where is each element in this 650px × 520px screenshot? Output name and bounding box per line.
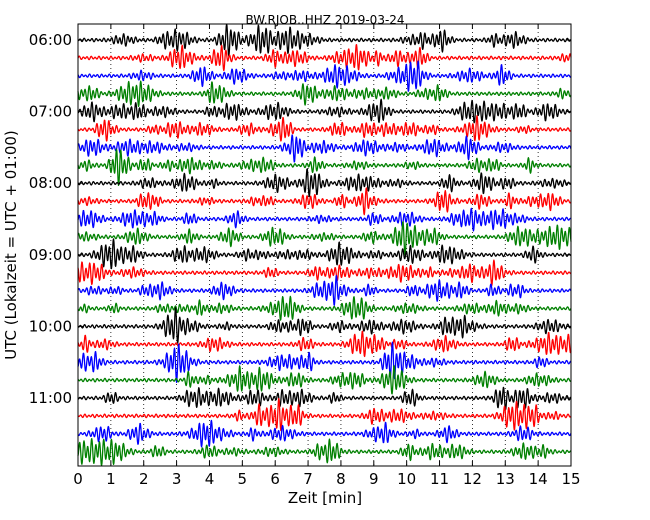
- grid-lines: [110, 24, 539, 466]
- x-axis-ticks: 0 1 2 3 4 5 6 7 8 9 10 11 12 13 14 15: [73, 24, 581, 488]
- x-tick-label-3: 3: [172, 470, 182, 488]
- trace-16: [77, 295, 572, 321]
- x-tick-label-11: 11: [430, 470, 449, 488]
- trace-22: [77, 397, 572, 432]
- trace-23: [77, 419, 572, 448]
- trace-12: [77, 221, 572, 256]
- x-axis-label: Zeit [min]: [288, 489, 362, 507]
- x-tick-label-0: 0: [73, 470, 83, 488]
- trace-17: [77, 307, 572, 344]
- trace-15: [77, 275, 572, 306]
- trace-10: [77, 187, 572, 216]
- x-tick-label-7: 7: [303, 470, 313, 488]
- chart-title: BW.RJOB..HHZ 2019-03-24: [245, 13, 404, 27]
- trace-13: [77, 238, 572, 270]
- x-tick-label-15: 15: [561, 470, 580, 488]
- y-tick-label-0: 06:00: [29, 31, 72, 49]
- y-axis-ticks: 06:00 07:00 08:00 09:00 10:00 11:00: [29, 31, 571, 407]
- trace-18: [77, 330, 572, 358]
- x-tick-label-14: 14: [529, 470, 548, 488]
- y-axis-label: UTC (Lokalzeit = UTC + 01:00): [2, 130, 20, 360]
- y-tick-label-2: 08:00: [29, 174, 72, 192]
- trace-14: [77, 259, 572, 287]
- x-tick-label-6: 6: [270, 470, 280, 488]
- trace-20: [77, 365, 572, 395]
- trace-5: [77, 98, 572, 124]
- trace-21: [77, 386, 572, 411]
- trace-1: [77, 23, 572, 57]
- y-tick-label-5: 11:00: [29, 389, 72, 407]
- x-tick-label-12: 12: [463, 470, 482, 488]
- x-tick-label-13: 13: [496, 470, 515, 488]
- trace-4: [77, 80, 572, 108]
- traces: [77, 23, 572, 467]
- y-tick-label-3: 09:00: [29, 246, 72, 264]
- x-tick-label-4: 4: [205, 470, 215, 488]
- trace-19: [77, 341, 572, 384]
- x-tick-label-9: 9: [369, 470, 379, 488]
- trace-9: [77, 168, 572, 198]
- x-tick-label-2: 2: [139, 470, 149, 488]
- x-tick-label-1: 1: [106, 470, 116, 488]
- trace-7: [77, 134, 572, 163]
- x-tick-label-8: 8: [336, 470, 346, 488]
- trace-11: [77, 207, 572, 232]
- trace-6: [77, 115, 572, 142]
- x-tick-label-10: 10: [397, 470, 416, 488]
- x-tick-label-5: 5: [238, 470, 248, 488]
- y-tick-label-4: 10:00: [29, 317, 72, 335]
- trace-24: [77, 438, 572, 467]
- y-tick-label-1: 07:00: [29, 103, 72, 121]
- trace-2: [77, 44, 572, 72]
- trace-8: [77, 148, 572, 187]
- plot-frame: [77, 23, 572, 467]
- trace-3: [77, 60, 572, 92]
